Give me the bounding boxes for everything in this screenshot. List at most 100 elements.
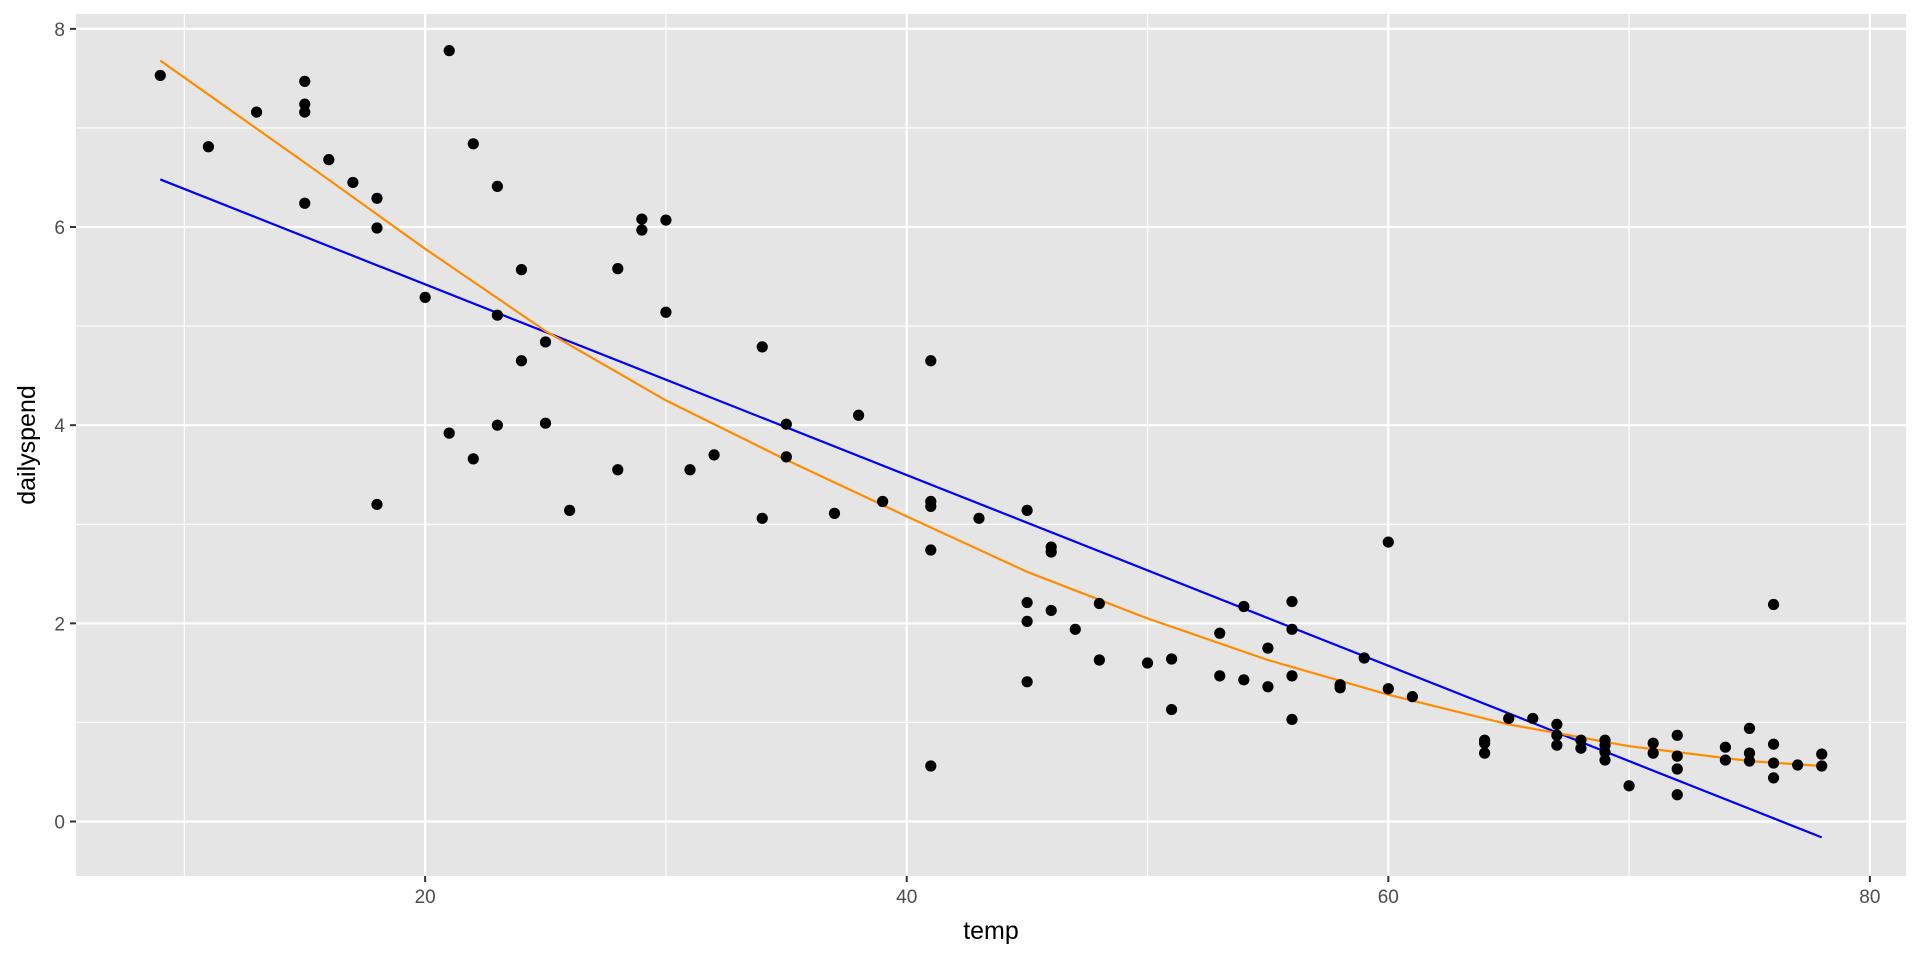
data-point: [1165, 653, 1178, 665]
data-point: [1767, 598, 1780, 611]
data-point: [1503, 712, 1515, 725]
data-point: [515, 264, 528, 276]
data-point: [250, 106, 263, 118]
data-point: [1262, 681, 1274, 693]
data-point: [467, 453, 479, 465]
y-axis-title: dailyspend: [13, 385, 41, 505]
data-point: [1479, 737, 1491, 749]
data-point: [1214, 627, 1226, 639]
data-point: [1647, 737, 1659, 749]
data-point: [636, 213, 648, 225]
data-point: [299, 98, 311, 110]
data-point: [1599, 746, 1611, 758]
data-point: [1165, 703, 1178, 716]
data-points: [154, 45, 1828, 801]
data-point: [347, 176, 359, 189]
data-point: [1045, 604, 1057, 617]
data-point: [1093, 597, 1105, 610]
data-point: [1743, 755, 1756, 767]
data-point: [564, 504, 576, 516]
data-point: [1358, 652, 1370, 664]
data-point: [539, 417, 552, 429]
data-point: [467, 138, 479, 150]
data-point: [299, 197, 311, 209]
data-point: [780, 451, 792, 463]
data-point: [1575, 742, 1587, 754]
data-point: [1286, 623, 1298, 635]
data-point: [925, 355, 937, 367]
y-tick-label: 6: [54, 218, 65, 239]
data-point: [852, 409, 865, 421]
data-point: [1816, 748, 1828, 760]
data-point: [371, 192, 383, 204]
data-point: [1406, 691, 1418, 703]
data-point: [1551, 739, 1563, 751]
data-point: [419, 291, 431, 303]
data-point: [1792, 759, 1804, 771]
data-point: [780, 418, 792, 430]
data-point: [1551, 718, 1563, 731]
data-point: [1382, 536, 1394, 548]
data-point: [154, 69, 166, 82]
data-point: [1551, 729, 1563, 741]
data-point: [660, 214, 672, 226]
data-point: [202, 141, 215, 153]
data-point: [1479, 747, 1491, 759]
x-tick-label: 60: [1378, 887, 1399, 908]
data-point: [1671, 729, 1683, 741]
data-point: [636, 224, 648, 236]
data-point: [443, 427, 455, 439]
data-point: [1719, 741, 1732, 753]
curve-fit-line: [159, 59, 1822, 768]
data-point: [1816, 760, 1828, 772]
data-point: [1623, 780, 1635, 792]
data-point: [756, 341, 768, 353]
data-point: [925, 760, 937, 772]
data-point: [612, 263, 624, 275]
data-point: [1262, 642, 1274, 654]
plot-panel: [76, 14, 1906, 876]
data-point: [828, 507, 841, 519]
data-point: [443, 45, 455, 57]
data-point: [1743, 722, 1756, 734]
data-point: [1069, 623, 1081, 635]
data-point: [973, 512, 985, 524]
data-point: [1238, 600, 1250, 613]
linear-fit-line: [159, 178, 1823, 839]
data-point: [1021, 676, 1033, 688]
data-point: [1093, 654, 1105, 666]
data-point: [1719, 754, 1732, 766]
data-point: [1045, 546, 1057, 558]
data-point: [1214, 670, 1226, 682]
y-tick-label: 2: [54, 614, 65, 635]
data-point: [371, 222, 383, 234]
data-point: [299, 75, 311, 87]
data-point: [491, 419, 503, 431]
data-point: [1767, 757, 1780, 769]
x-tick-label: 80: [1859, 887, 1880, 908]
data-point: [491, 309, 503, 321]
data-point: [1575, 734, 1587, 746]
data-point: [1021, 504, 1033, 516]
x-tick-label: 20: [415, 887, 436, 908]
data-point: [708, 449, 720, 461]
x-axis: 20 40 60 80: [415, 876, 1880, 908]
data-point: [1767, 738, 1780, 750]
data-point: [612, 464, 624, 476]
data-point: [925, 500, 937, 513]
y-tick-label: 4: [54, 416, 65, 437]
data-point: [1743, 747, 1756, 759]
y-tick-label: 0: [54, 813, 65, 834]
data-point: [756, 512, 768, 524]
data-point: [371, 498, 383, 511]
data-point: [1286, 713, 1298, 726]
data-point: [539, 336, 552, 348]
data-point: [1334, 682, 1346, 694]
data-point: [1382, 683, 1394, 695]
data-point: [925, 544, 937, 556]
data-point: [1141, 657, 1154, 669]
x-axis-title: temp: [963, 917, 1019, 945]
y-tick-label: 8: [54, 20, 65, 41]
